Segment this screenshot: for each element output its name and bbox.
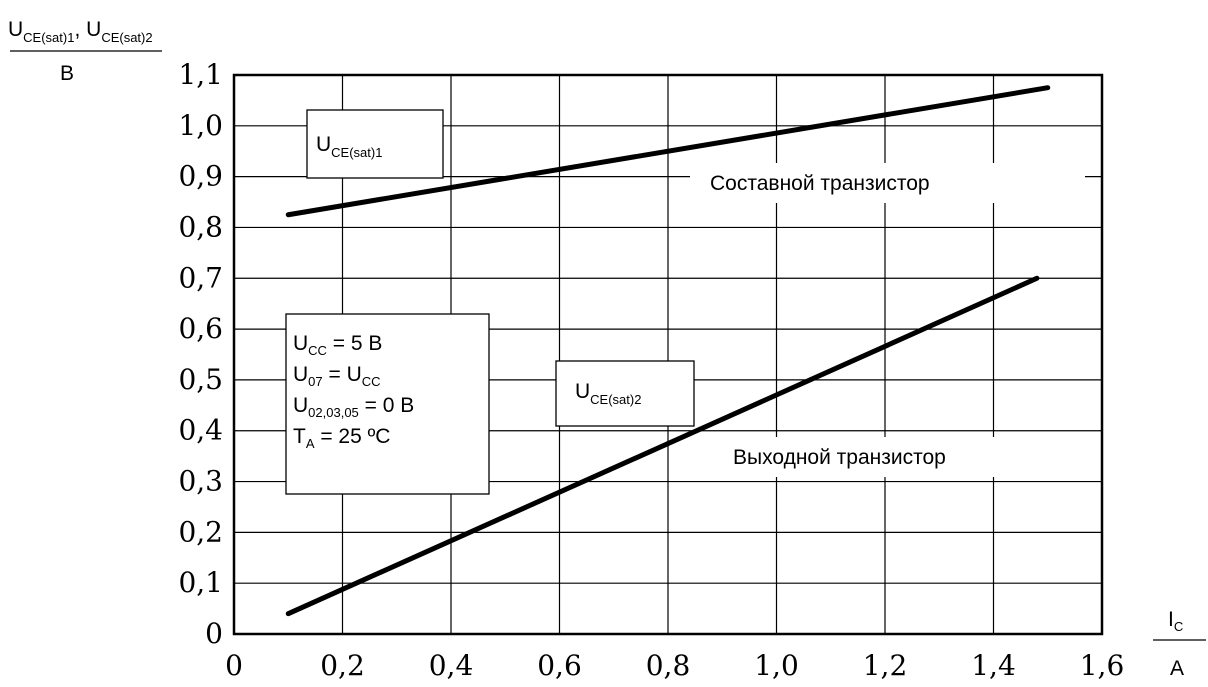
x-tick-label: 0,2 xyxy=(320,649,365,682)
conditions-box: UCC = 5 B U07 = UCC U02,03,05 = 0 B TA =… xyxy=(285,313,490,495)
y-tick-label: 0,1 xyxy=(178,566,223,599)
y-tick-label: 0,8 xyxy=(178,210,223,243)
y-tick-label: 0,3 xyxy=(178,465,223,498)
x-tick-label: 0,8 xyxy=(646,649,691,682)
series-line-2 xyxy=(285,275,1040,617)
y-tick-label: 0 xyxy=(205,617,223,650)
x-tick-labels: 0 0,2 0,4 0,6 0,8 1,0 1,2 1,4 1,6 xyxy=(225,649,1124,682)
y-axis-label: UCE(sat)1, UCE(sat)2 xyxy=(8,18,153,45)
condition-u07: U07 = UCC xyxy=(293,363,381,389)
x-tick-label: 1,2 xyxy=(863,649,908,682)
svg-text:UCE(sat)2: UCE(sat)2 xyxy=(575,380,641,407)
y-tick-label: 1,1 xyxy=(178,58,223,91)
x-tick-label: 1,6 xyxy=(1080,649,1125,682)
svg-text:Выходной транзистор: Выходной транзистор xyxy=(733,446,946,469)
plot-frame xyxy=(232,73,1104,636)
svg-text:Составной транзистор: Составной транзистор xyxy=(710,172,930,195)
series-1-description: Составной транзистор xyxy=(690,163,1085,203)
y-tick-label: 0,5 xyxy=(178,363,223,396)
series-lines xyxy=(285,85,1051,617)
y-axis-unit: B xyxy=(60,62,74,85)
y-tick-label: 0,2 xyxy=(178,515,223,548)
x-tick-label: 0 xyxy=(225,649,243,682)
condition-ucc: UCC = 5 B xyxy=(293,332,382,358)
x-tick-label: 1,0 xyxy=(754,649,799,682)
x-tick-label: 1,4 xyxy=(971,649,1016,682)
x-tick-label: 0,6 xyxy=(537,649,582,682)
condition-ta: TA = 25 ºC xyxy=(293,425,390,451)
series-line-1 xyxy=(285,85,1051,218)
y-tick-label: 0,6 xyxy=(178,312,223,345)
series-1-label: UCE(sat)1 xyxy=(306,109,444,179)
y-tick-label: 1,0 xyxy=(178,109,223,142)
condition-u020305: U02,03,05 = 0 B xyxy=(293,394,414,420)
series-2-label: UCE(sat)2 xyxy=(555,360,695,427)
x-tick-label: 0,4 xyxy=(429,649,474,682)
y-tick-labels: 0 0,1 0,2 0,3 0,4 0,5 0,6 0,7 0,8 0,9 1,0 1,1 xyxy=(178,58,223,650)
x-axis-unit: A xyxy=(1170,657,1184,680)
svg-text:UCE(sat)1: UCE(sat)1 xyxy=(316,133,382,160)
y-tick-label: 0,9 xyxy=(178,160,223,193)
x-axis-label: IC xyxy=(1168,608,1183,634)
y-tick-label: 0,4 xyxy=(178,414,223,447)
y-tick-label: 0,7 xyxy=(178,261,223,294)
series-2-description: Выходной транзистор xyxy=(716,437,1078,477)
